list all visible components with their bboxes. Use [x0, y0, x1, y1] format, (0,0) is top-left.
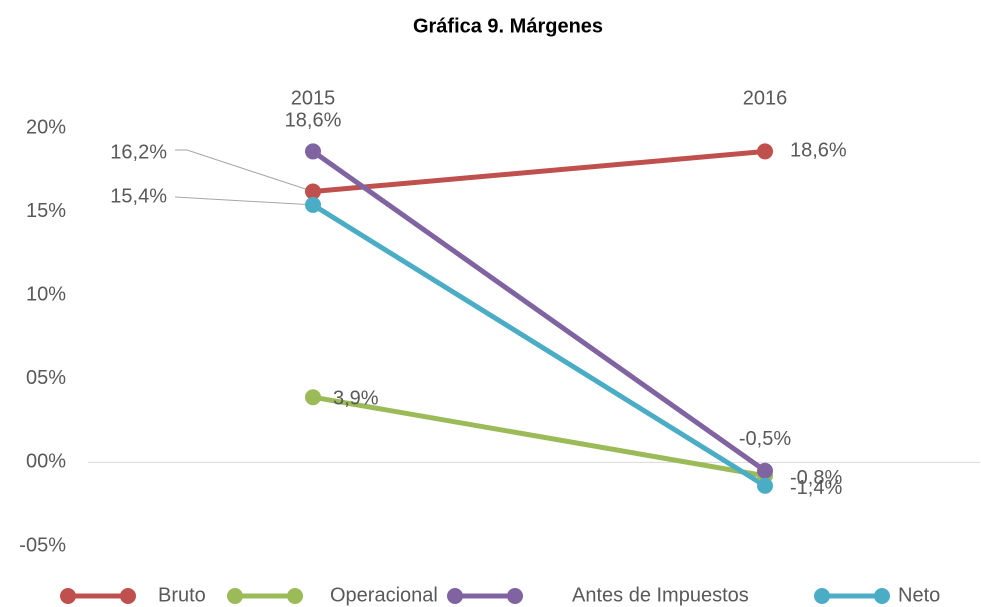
point: [757, 477, 773, 494]
legend-dot: [120, 588, 136, 604]
y-tick-label: 00%: [26, 451, 66, 473]
chart-title: Gráfica 9. Márgenes: [413, 15, 603, 37]
legend-label: Bruto: [158, 584, 206, 606]
legend-label: Antes de Impuestos: [572, 584, 749, 606]
point: [305, 389, 321, 406]
legend-dot: [60, 588, 76, 604]
legend-dot: [447, 588, 463, 604]
x-tick-label: 2015: [291, 87, 336, 109]
point: [305, 183, 321, 200]
point: [305, 143, 321, 160]
data-label: 16,2%: [110, 141, 167, 163]
series-line: [311, 202, 767, 488]
x-tick-label: 2016: [743, 87, 788, 109]
point: [305, 196, 321, 213]
data-label: 3,9%: [333, 387, 379, 409]
y-tick-label: 05%: [26, 367, 66, 389]
legend-dot: [287, 588, 303, 604]
leader-line: [175, 149, 314, 193]
y-tick-label: 20%: [26, 116, 66, 138]
legend-dot: [814, 588, 830, 604]
legend-label: Operacional: [330, 584, 438, 606]
legend-dot: [227, 588, 243, 604]
y-tick-label: 10%: [26, 283, 66, 305]
legend-dot: [507, 588, 523, 604]
data-label: 18,6%: [285, 110, 342, 132]
data-label: -1,4%: [790, 477, 842, 499]
series-line: [311, 149, 767, 473]
data-label: -0,5%: [739, 428, 791, 450]
series-line: [312, 148, 766, 195]
data-label: 15,4%: [110, 185, 167, 207]
point: [757, 143, 773, 160]
series-line: [312, 394, 766, 479]
y-tick-label: 15%: [26, 200, 66, 222]
leader-line: [174, 196, 314, 206]
data-label: -0,8%: [790, 467, 842, 489]
point: [757, 462, 773, 479]
y-tick-label: -05%: [19, 534, 66, 556]
data-label: 18,6%: [790, 140, 847, 162]
legend-label: Neto: [898, 584, 940, 606]
legend-dot: [874, 588, 890, 604]
